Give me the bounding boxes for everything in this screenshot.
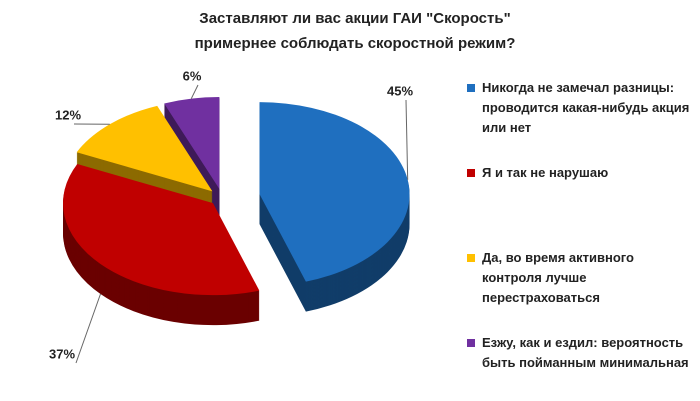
value-label: 45% bbox=[387, 83, 413, 98]
chart-title: примернее соблюдать скоростной режим? bbox=[195, 35, 516, 52]
slice bbox=[76, 105, 213, 192]
slice bbox=[259, 102, 410, 282]
legend-label: Я и так не нарушаю bbox=[482, 165, 609, 180]
slice bbox=[164, 97, 220, 190]
value-label: 37% bbox=[49, 346, 75, 361]
leader-line bbox=[405, 99, 409, 180]
value-label: 12% bbox=[55, 107, 81, 122]
legend-swatch bbox=[467, 339, 475, 347]
legend-swatch bbox=[467, 169, 475, 177]
leader-line bbox=[190, 84, 199, 99]
value-label: 6% bbox=[183, 68, 202, 83]
legend-swatch bbox=[467, 84, 475, 92]
chart-title: Заставляют ли вас акции ГАИ "Скорость" bbox=[199, 10, 510, 27]
legend-label: Никогда не замечал разницы: проводится к… bbox=[482, 80, 690, 135]
legend-swatch bbox=[467, 254, 475, 262]
slice bbox=[62, 163, 260, 296]
leader-line bbox=[75, 293, 101, 364]
legend-label: Езжу, как и ездил: вероятность быть пойм… bbox=[482, 335, 689, 370]
legend-label: Да, во время активного контроля лучше пе… bbox=[482, 250, 634, 305]
